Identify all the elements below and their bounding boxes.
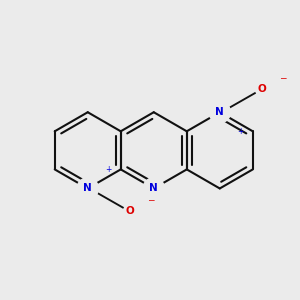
- Circle shape: [143, 178, 164, 199]
- Circle shape: [77, 178, 98, 199]
- Text: N: N: [83, 184, 92, 194]
- Text: N: N: [149, 184, 158, 194]
- Text: +: +: [106, 165, 112, 174]
- Text: O: O: [257, 84, 266, 94]
- Text: −: −: [279, 74, 286, 82]
- Text: −: −: [147, 195, 154, 204]
- Text: +: +: [238, 127, 244, 136]
- Text: N: N: [215, 107, 224, 117]
- Text: O: O: [125, 206, 134, 216]
- Circle shape: [209, 102, 230, 123]
